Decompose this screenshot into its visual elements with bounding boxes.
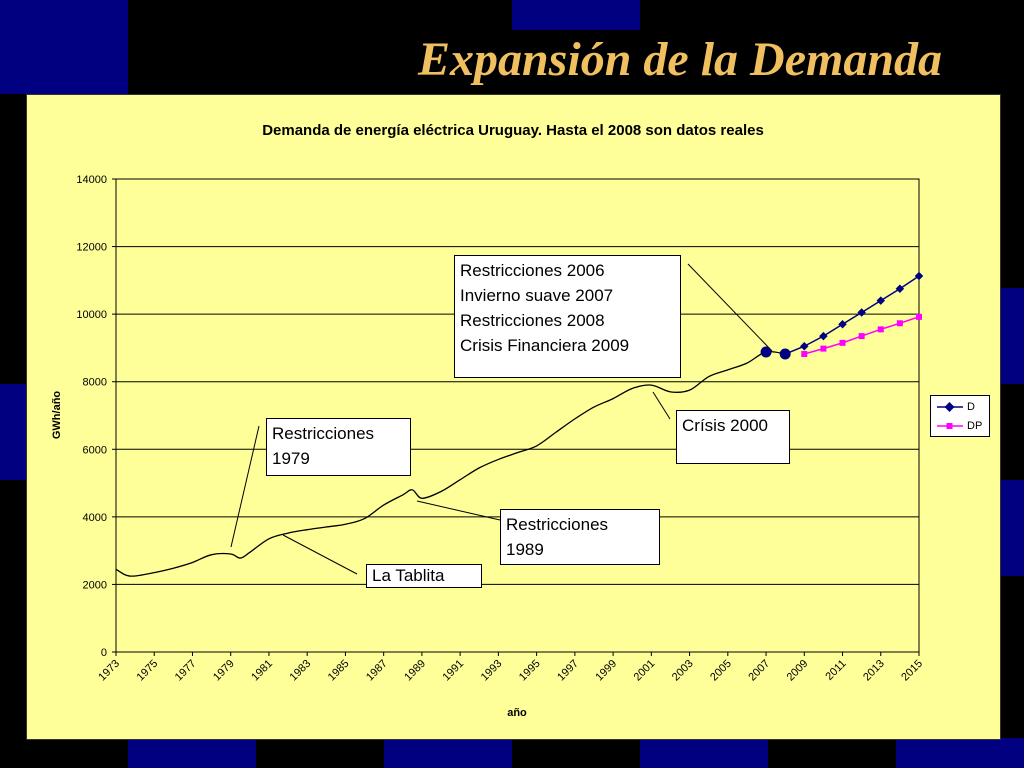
callout-line: La Tablita xyxy=(372,566,445,585)
x-tick-label: 1973 xyxy=(96,658,122,684)
x-tick-label: 2005 xyxy=(708,658,734,684)
y-tick-label: 0 xyxy=(101,647,107,659)
x-tick-label: 1999 xyxy=(593,658,619,684)
callout-line: 1979 xyxy=(272,449,310,468)
y-tick-label: 14000 xyxy=(76,174,107,186)
callout-line: 1989 xyxy=(506,540,544,559)
callout-pointer xyxy=(230,425,260,548)
callout-pointers xyxy=(230,263,773,575)
callout-line: Restricciones 2008 xyxy=(460,311,605,330)
grid-lines xyxy=(115,178,920,653)
y-tick-label: 6000 xyxy=(83,444,107,456)
x-tick-label: 1983 xyxy=(288,658,314,684)
x-tick-label: 1993 xyxy=(479,658,505,684)
legend-marker-dp xyxy=(937,423,963,429)
x-tick-label: 1977 xyxy=(173,658,199,684)
x-tick-label: 2003 xyxy=(670,658,696,684)
series-d-line xyxy=(784,275,920,355)
series-d-point xyxy=(838,320,847,329)
slide-title: Expansión de la Demanda xyxy=(417,33,943,86)
background-tile xyxy=(999,288,1024,384)
y-tick-label: 12000 xyxy=(76,242,107,254)
series-d-point xyxy=(800,341,809,351)
series-dp-point xyxy=(801,351,808,358)
callout-line: Invierno suave 2007 xyxy=(460,286,614,305)
x-tick-label: 1991 xyxy=(440,658,466,684)
x-tick-label: 1975 xyxy=(135,658,161,684)
background-tile xyxy=(384,738,512,768)
callout-restricciones-1979: Restricciones 1979 xyxy=(266,418,411,476)
x-tick-label: 2011 xyxy=(823,658,848,683)
x-tick-label: 1989 xyxy=(402,658,428,684)
callout-crisis-2000: Crísis 2000 xyxy=(676,410,790,464)
series-dp-point xyxy=(877,326,884,333)
legend-item-d: D xyxy=(935,400,989,414)
series-lines xyxy=(115,271,924,577)
axes: 0 2000 4000 6000 8000 10000 12000 14000 1973 1975… xyxy=(76,174,925,683)
series-d-point xyxy=(914,271,924,281)
y-tick-label: 2000 xyxy=(83,579,107,591)
series-dp-point xyxy=(839,339,846,346)
x-tick-label: 1987 xyxy=(364,658,390,684)
series-dp-point xyxy=(896,320,903,327)
x-tick-label: 1979 xyxy=(211,658,237,684)
series-dp-point xyxy=(916,313,922,320)
callout-pointer xyxy=(416,500,501,521)
callout-line: Restricciones 2006 xyxy=(460,261,605,280)
background-tile xyxy=(640,738,768,768)
x-tick-label: 2015 xyxy=(899,658,925,684)
y-tick-label: 10000 xyxy=(76,309,107,321)
line-chart: Demanda de energía eléctrica Uruguay. Ha… xyxy=(51,122,925,719)
callout-line: Crisis Financiera 2009 xyxy=(460,336,630,355)
x-tick-label: 2001 xyxy=(632,658,658,684)
y-tick-label: 4000 xyxy=(83,512,107,524)
y-tick-label: 8000 xyxy=(83,377,107,389)
legend-label-dp: DP xyxy=(967,420,983,432)
callout-pointer xyxy=(687,263,773,352)
highlight-point xyxy=(779,348,791,360)
callout-line: Restricciones xyxy=(272,424,375,443)
callout-restricciones-2006: Restricciones 2006 Invierno suave 2007 R… xyxy=(454,255,681,378)
background-tile xyxy=(0,384,26,480)
callout-pointer xyxy=(652,391,671,420)
x-tick-label: 2009 xyxy=(785,658,811,684)
background-tile xyxy=(128,738,256,768)
callout-line: Crísis 2000 xyxy=(682,416,768,435)
callout-pointer xyxy=(282,534,358,575)
series-dp-point xyxy=(820,345,827,352)
background-tile xyxy=(896,738,1024,768)
series-d-point xyxy=(857,308,866,317)
chart-legend: D DP xyxy=(930,395,990,437)
series-d-point xyxy=(876,296,886,305)
chart-title: Demanda de energía eléctrica Uruguay. Ha… xyxy=(262,122,764,139)
legend-marker-d xyxy=(937,402,963,412)
x-tick-label: 1995 xyxy=(517,658,543,684)
historical-demand-line xyxy=(115,350,786,577)
highlight-point xyxy=(760,346,772,358)
x-tick-label: 1997 xyxy=(555,658,581,684)
y-axis-label: GWh/año xyxy=(51,391,63,440)
x-tick-label: 2013 xyxy=(861,658,887,684)
callout-line: Restricciones xyxy=(506,515,609,534)
background-tile xyxy=(512,0,640,30)
series-d-point xyxy=(819,331,828,341)
x-tick-label: 2007 xyxy=(746,658,772,684)
legend-label-d: D xyxy=(967,401,975,413)
legend-item-dp: DP xyxy=(935,419,989,433)
x-axis-label: año xyxy=(507,707,527,719)
background-tile xyxy=(0,0,128,94)
background-tile xyxy=(999,480,1024,576)
x-tick-label: 1981 xyxy=(249,658,275,684)
plot-frame xyxy=(115,178,920,653)
series-d-point xyxy=(895,284,905,294)
series-dp-point xyxy=(858,333,865,340)
x-tick-label: 1985 xyxy=(326,658,352,684)
callout-la-tablita: La Tablita xyxy=(366,564,482,588)
callout-restricciones-1989: Restricciones 1989 xyxy=(500,509,660,565)
chart-panel: Demanda de energía eléctrica Uruguay. Ha… xyxy=(26,94,1001,740)
